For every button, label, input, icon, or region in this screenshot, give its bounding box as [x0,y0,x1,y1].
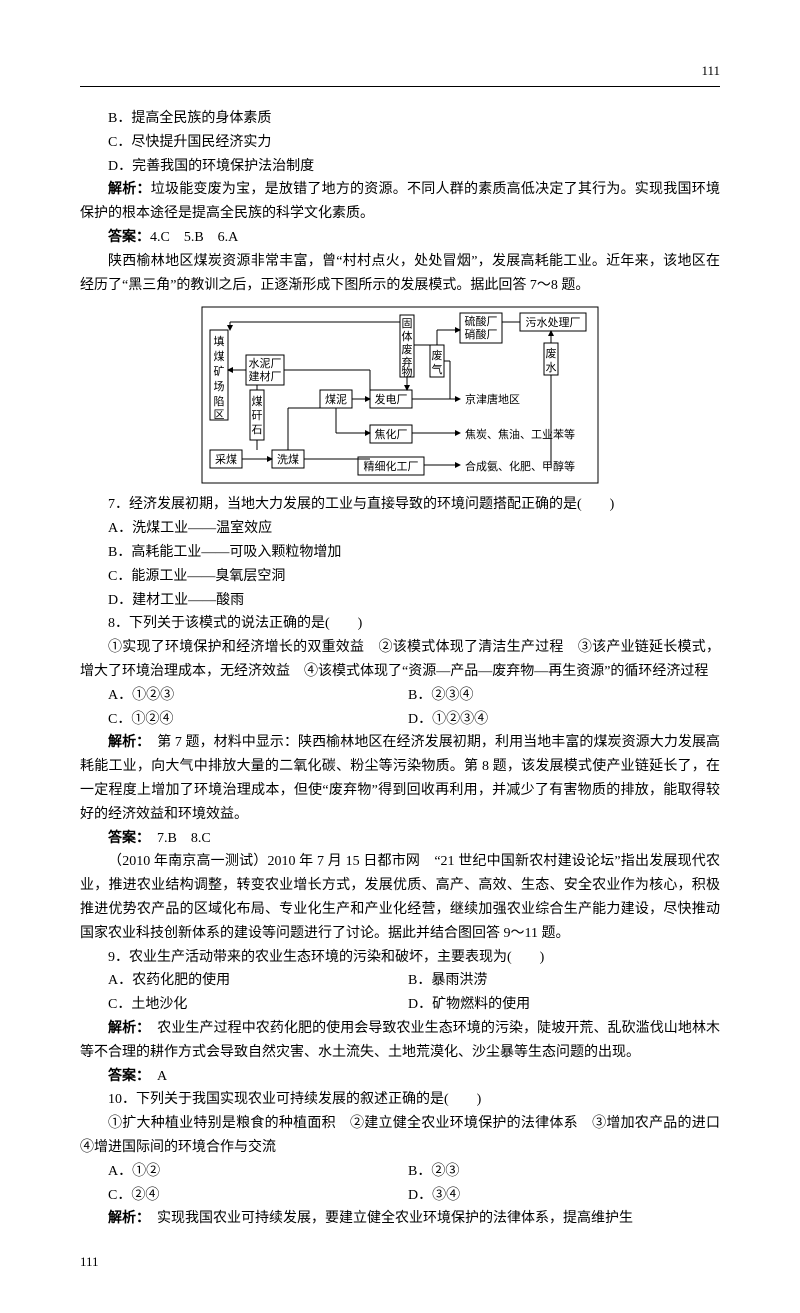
q9-row-cd: C．土地沙化 D．矿物燃料的使用 [80,993,720,1017]
q7-option-d: D．建材工业——酸雨 [80,589,720,613]
analysis-10-label: 解析： [80,1211,143,1226]
q10-row-cd: C．②④ D．③④ [80,1184,720,1208]
q8-option-a: A．①②③ [108,684,408,708]
analysis-456: 解析：垃圾能变废为宝，是放错了地方的资源。不同人群的素质高低决定了其行为。实现我… [80,178,720,226]
q9-option-d: D．矿物燃料的使用 [408,993,720,1017]
svg-text:废: 废 [402,342,413,356]
diagram-cokeprod: 焦炭、焦油、工业苯等 [465,427,575,441]
diagram-power: 发电厂 [375,392,408,406]
answer-78-text: 7.B 8.C [157,831,211,846]
q9-row-ab: A．农药化肥的使用 B．暴雨洪涝 [80,969,720,993]
flowchart-svg: 填 煤 矿 场 陷 区 水泥厂 建材厂 煤 矸 石 采煤 洗煤 煤泥 发电厂 焦… [200,305,600,485]
question-9: 9．农业生产活动带来的农业生态环境的污染和破坏，主要表现为( ) [80,946,720,970]
q8-option-d: D．①②③④ [408,708,720,732]
answer-78: 答案： 7.B 8.C [80,827,720,851]
q9-option-b: B．暴雨洪涝 [408,969,720,993]
diagram-finechem: 精细化工厂 [364,459,419,473]
analysis-10-text: 实现我国农业可持续发展，要建立健全农业环境保护的法律体系，提高维护生 [157,1211,633,1226]
page-number-bottom: 111 [80,1251,720,1273]
q8-row-ab: A．①②③ B．②③④ [80,684,720,708]
svg-text:石: 石 [252,424,263,436]
diagram-cement: 水泥厂 [249,357,282,370]
q7-option-b: B．高耗能工业——可吸入颗粒物增加 [80,541,720,565]
diagram-solidwaste: 固 [402,317,413,330]
diagram-coalslime: 煤泥 [325,393,347,406]
q10-row-ab: A．①② B．②③ [80,1160,720,1184]
passage-78: 陕西榆林地区煤炭资源非常丰富，曾“村村点火，处处冒烟”，发展高耗能工业。近年来，… [80,250,720,298]
q7-option-c: C．能源工业——臭氧层空洞 [80,565,720,589]
svg-text:煤: 煤 [214,350,225,363]
diagram-coke: 焦化厂 [375,427,408,441]
diagram-wastewater: 废 [546,346,557,360]
analysis-456-label: 解析： [80,182,151,197]
option-4c: C．尽快提升国民经济实力 [80,131,720,155]
q10-option-d: D．③④ [408,1184,720,1208]
svg-text:场: 场 [214,379,225,393]
question-10: 10．下列关于我国实现农业可持续发展的叙述正确的是( ) [80,1088,720,1112]
analysis-9-text: 农业生产过程中农药化肥的使用会导致农业生态环境的污染，陡坡开荒、乱砍滥伐山地林木… [80,1021,720,1060]
svg-text:物: 物 [402,365,413,379]
svg-text:陷: 陷 [214,394,225,408]
q10-option-c: C．②④ [108,1184,408,1208]
question-8: 8．下列关于该模式的说法正确的是( ) [80,612,720,636]
diagram-gas: 废 [432,348,443,362]
answer-456: 答案：4.C 5.B 6.A [80,226,720,250]
answer-78-label: 答案： [108,831,143,846]
q8-option-b: B．②③④ [408,684,720,708]
answer-456-text: 4.C 5.B 6.A [150,230,238,245]
option-4b: B．提高全民族的身体素质 [80,107,720,131]
q8-option-c: C．①②④ [108,708,408,732]
analysis-9: 解析： 农业生产过程中农药化肥的使用会导致农业生态环境的污染，陡坡开荒、乱砍滥伐… [80,1017,720,1065]
flowchart-diagram: 填 煤 矿 场 陷 区 水泥厂 建材厂 煤 矸 石 采煤 洗煤 煤泥 发电厂 焦… [80,305,720,485]
svg-text:建材厂: 建材厂 [249,369,282,383]
svg-text:水: 水 [546,361,557,374]
page-number-top: 111 [80,60,720,82]
svg-text:矸: 矸 [252,410,263,422]
option-4d: D．完善我国的环境保护法治制度 [80,155,720,179]
question-7: 7．经济发展初期，当地大力发展的工业与直接导致的环境问题搭配正确的是( ) [80,493,720,517]
analysis-10: 解析： 实现我国农业可持续发展，要建立健全农业环境保护的法律体系，提高维护生 [80,1207,720,1231]
diagram-fillmine: 填 [214,334,225,348]
q7-option-a: A．洗煤工业——温室效应 [80,517,720,541]
analysis-9-label: 解析： [80,1021,143,1036]
diagram-gangue: 煤 [252,395,263,408]
analysis-78: 解析： 第 7 题，材料中显示：陕西榆林地区在经济发展初期，利用当地丰富的煤炭资… [80,731,720,826]
diagram-sewage: 污水处理厂 [526,316,581,329]
analysis-78-label: 解析： [80,735,143,750]
svg-text:矿: 矿 [214,365,225,378]
diagram-sulfuric: 硫酸厂 [465,314,498,328]
svg-text:体: 体 [402,329,413,343]
analysis-78-text: 第 7 题，材料中显示：陕西榆林地区在经济发展初期，利用当地丰富的煤炭资源大力发… [80,735,720,821]
q10-stems: ①扩大种植业特别是粮食的种植面积 ②建立健全农业环境保护的法律体系 ③增加农产品… [80,1112,720,1160]
q9-option-c: C．土地沙化 [108,993,408,1017]
svg-text:硝酸厂: 硝酸厂 [465,327,498,341]
q8-stems: ①实现了环境保护和经济增长的双重效益 ②该模式体现了清洁生产过程 ③该产业链延长… [80,636,720,684]
analysis-456-text: 垃圾能变废为宝，是放错了地方的资源。不同人群的素质高低决定了其行为。实现我国环境… [80,182,720,221]
answer-456-label: 答案： [108,230,150,245]
q8-row-cd: C．①②④ D．①②③④ [80,708,720,732]
diagram-washcoal: 洗煤 [277,453,299,466]
answer-9: 答案： A [80,1065,720,1089]
q10-option-b: B．②③ [408,1160,720,1184]
answer-9-text: A [157,1069,167,1084]
passage-911: （2010 年南京高一测试）2010 年 7 月 15 日都市网 “21 世纪中… [80,850,720,945]
answer-9-label: 答案： [108,1069,143,1084]
q10-option-a: A．①② [108,1160,408,1184]
svg-text:气: 气 [432,362,443,376]
diagram-chemprod: 合成氨、化肥、甲醇等 [465,459,575,473]
q9-option-a: A．农药化肥的使用 [108,969,408,993]
top-rule [80,86,720,87]
diagram-mining: 采煤 [215,453,237,466]
svg-text:区: 区 [214,409,225,421]
diagram-jjt: 京津唐地区 [465,392,520,406]
